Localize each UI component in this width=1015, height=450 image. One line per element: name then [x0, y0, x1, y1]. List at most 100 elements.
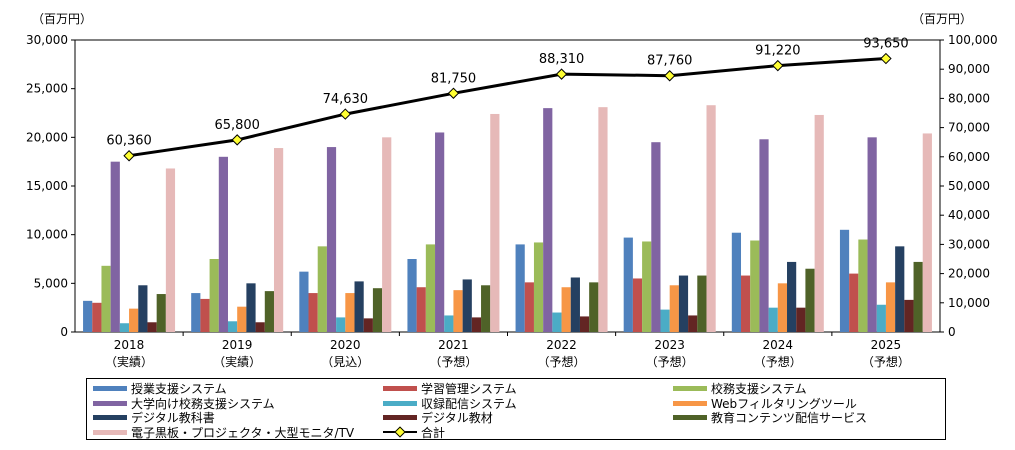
- bar: [524, 282, 534, 332]
- bar: [796, 307, 806, 332]
- category-label: 2019 （実績）: [213, 338, 261, 369]
- category-label-line: 2024: [763, 338, 794, 352]
- bar: [885, 282, 896, 332]
- legend-swatch: [93, 429, 127, 435]
- category-label: 2025 （予想）: [862, 338, 910, 369]
- category-label-line: （予想）: [862, 354, 910, 369]
- total-marker: [339, 108, 352, 120]
- bar: [129, 308, 139, 332]
- bar: [237, 306, 247, 332]
- total-line-path: [128, 57, 886, 158]
- legend-label: デジタル教材: [421, 411, 493, 425]
- legend-item: 学習管理システム: [383, 381, 517, 396]
- left-tick-label: 10,000: [26, 228, 68, 242]
- bar: [904, 299, 914, 332]
- category-label-line: （実績）: [105, 354, 153, 369]
- bar: [642, 241, 652, 332]
- bar: [326, 147, 337, 332]
- bar: [895, 246, 905, 332]
- category-label: 2018 （実績）: [105, 338, 153, 369]
- chart: （百万円） （百万円） 0 5,000 10,000 15,000 20,000 25,0…: [26, 12, 998, 369]
- bar: [336, 317, 346, 332]
- bar: [308, 293, 318, 332]
- bar: [481, 285, 491, 332]
- legend-swatch: [673, 400, 707, 406]
- right-tick-label: 20,000: [948, 267, 990, 281]
- legend-item: 電子黒板・プロジェクタ・大型モニタ/TV: [93, 425, 354, 440]
- legend-label: Webフィルタリングツール: [711, 396, 857, 411]
- bars: [83, 105, 932, 333]
- right-axis-unit: （百万円）: [912, 12, 972, 26]
- legend-swatch: [93, 400, 127, 406]
- bar: [651, 142, 661, 332]
- left-tick-label: 25,000: [26, 82, 68, 96]
- total-data-label: 91,220: [755, 44, 801, 59]
- right-tick-label: 70,000: [948, 121, 990, 135]
- total-data-label: 60,360: [106, 134, 152, 149]
- legend-item: 合計: [383, 425, 445, 440]
- bar: [623, 237, 633, 332]
- bar: [777, 283, 788, 332]
- bar: [768, 307, 778, 332]
- bar: [345, 293, 355, 332]
- total-marker: [663, 70, 676, 82]
- bar: [372, 288, 383, 332]
- legend-item: 収録配信システム: [383, 396, 517, 411]
- legend-swatch: [383, 400, 417, 406]
- bar: [543, 108, 553, 332]
- legend-item: 校務支援システム: [673, 381, 807, 396]
- total-line: 60,360 65,800 74,630 81,750 88,310 87,760 91,2…: [106, 37, 909, 162]
- legend-label: 授業支援システム: [131, 382, 227, 396]
- bar: [382, 137, 392, 332]
- category-label: 2023 （予想）: [646, 338, 694, 369]
- right-tick-label: 10,000: [948, 296, 990, 310]
- bar: [246, 283, 256, 332]
- axes: 0 5,000 10,000 15,000 20,000 25,000 30,000 0 10,…: [26, 33, 998, 369]
- legend-label: 校務支援システム: [711, 382, 807, 396]
- legend-label: 教育コンテンツ配信サービス: [711, 411, 868, 425]
- category-label-line: 2022: [546, 338, 577, 352]
- bar: [867, 137, 877, 332]
- total-data-label: 93,650: [863, 37, 909, 52]
- bar: [453, 290, 463, 332]
- left-tick-label: 30,000: [26, 33, 68, 47]
- bar: [138, 285, 148, 332]
- bar: [678, 275, 689, 332]
- legend-swatch: [673, 415, 707, 420]
- legend-item: 授業支援システム: [93, 381, 227, 396]
- legend-label: 合計: [421, 425, 446, 440]
- category-label: 2020 （見込）: [321, 338, 369, 369]
- legend-item: デジタル教科書: [93, 410, 215, 425]
- bar: [209, 259, 219, 332]
- bar: [839, 229, 850, 332]
- legend-item: 教育コンテンツ配信サービス: [673, 410, 867, 425]
- bar: [849, 273, 859, 332]
- bar: [165, 168, 176, 332]
- category-label-line: 2021: [438, 338, 469, 352]
- bar: [669, 285, 679, 332]
- bar: [471, 317, 482, 332]
- legend-item: Webフィルタリングツール: [673, 396, 857, 411]
- bar: [579, 316, 590, 332]
- bar: [110, 161, 120, 332]
- bar: [354, 281, 364, 332]
- bar: [706, 105, 716, 333]
- right-tick-label: 40,000: [948, 208, 990, 222]
- bar: [101, 265, 111, 332]
- total-data-label: 81,750: [431, 71, 477, 86]
- bar: [191, 293, 201, 332]
- bar: [913, 261, 923, 332]
- left-axis-unit: （百万円）: [32, 12, 92, 26]
- legend-label: 電子黒板・プロジェクタ・大型モニタ/TV: [131, 425, 355, 440]
- bar: [462, 279, 472, 332]
- left-tick-label: 5,000: [34, 276, 68, 290]
- bar: [660, 309, 670, 332]
- legend-swatch: [673, 386, 707, 391]
- legend-swatch: [93, 386, 127, 391]
- category-label: 2022 （予想）: [538, 338, 586, 369]
- bar: [515, 244, 525, 332]
- legend: 授業支援システム 学習管理システム 校務支援システム 大学向け校務支援システム 収録配信…: [86, 378, 946, 440]
- bar: [299, 271, 309, 332]
- total-marker: [772, 59, 784, 72]
- right-tick-label: 0: [948, 325, 956, 339]
